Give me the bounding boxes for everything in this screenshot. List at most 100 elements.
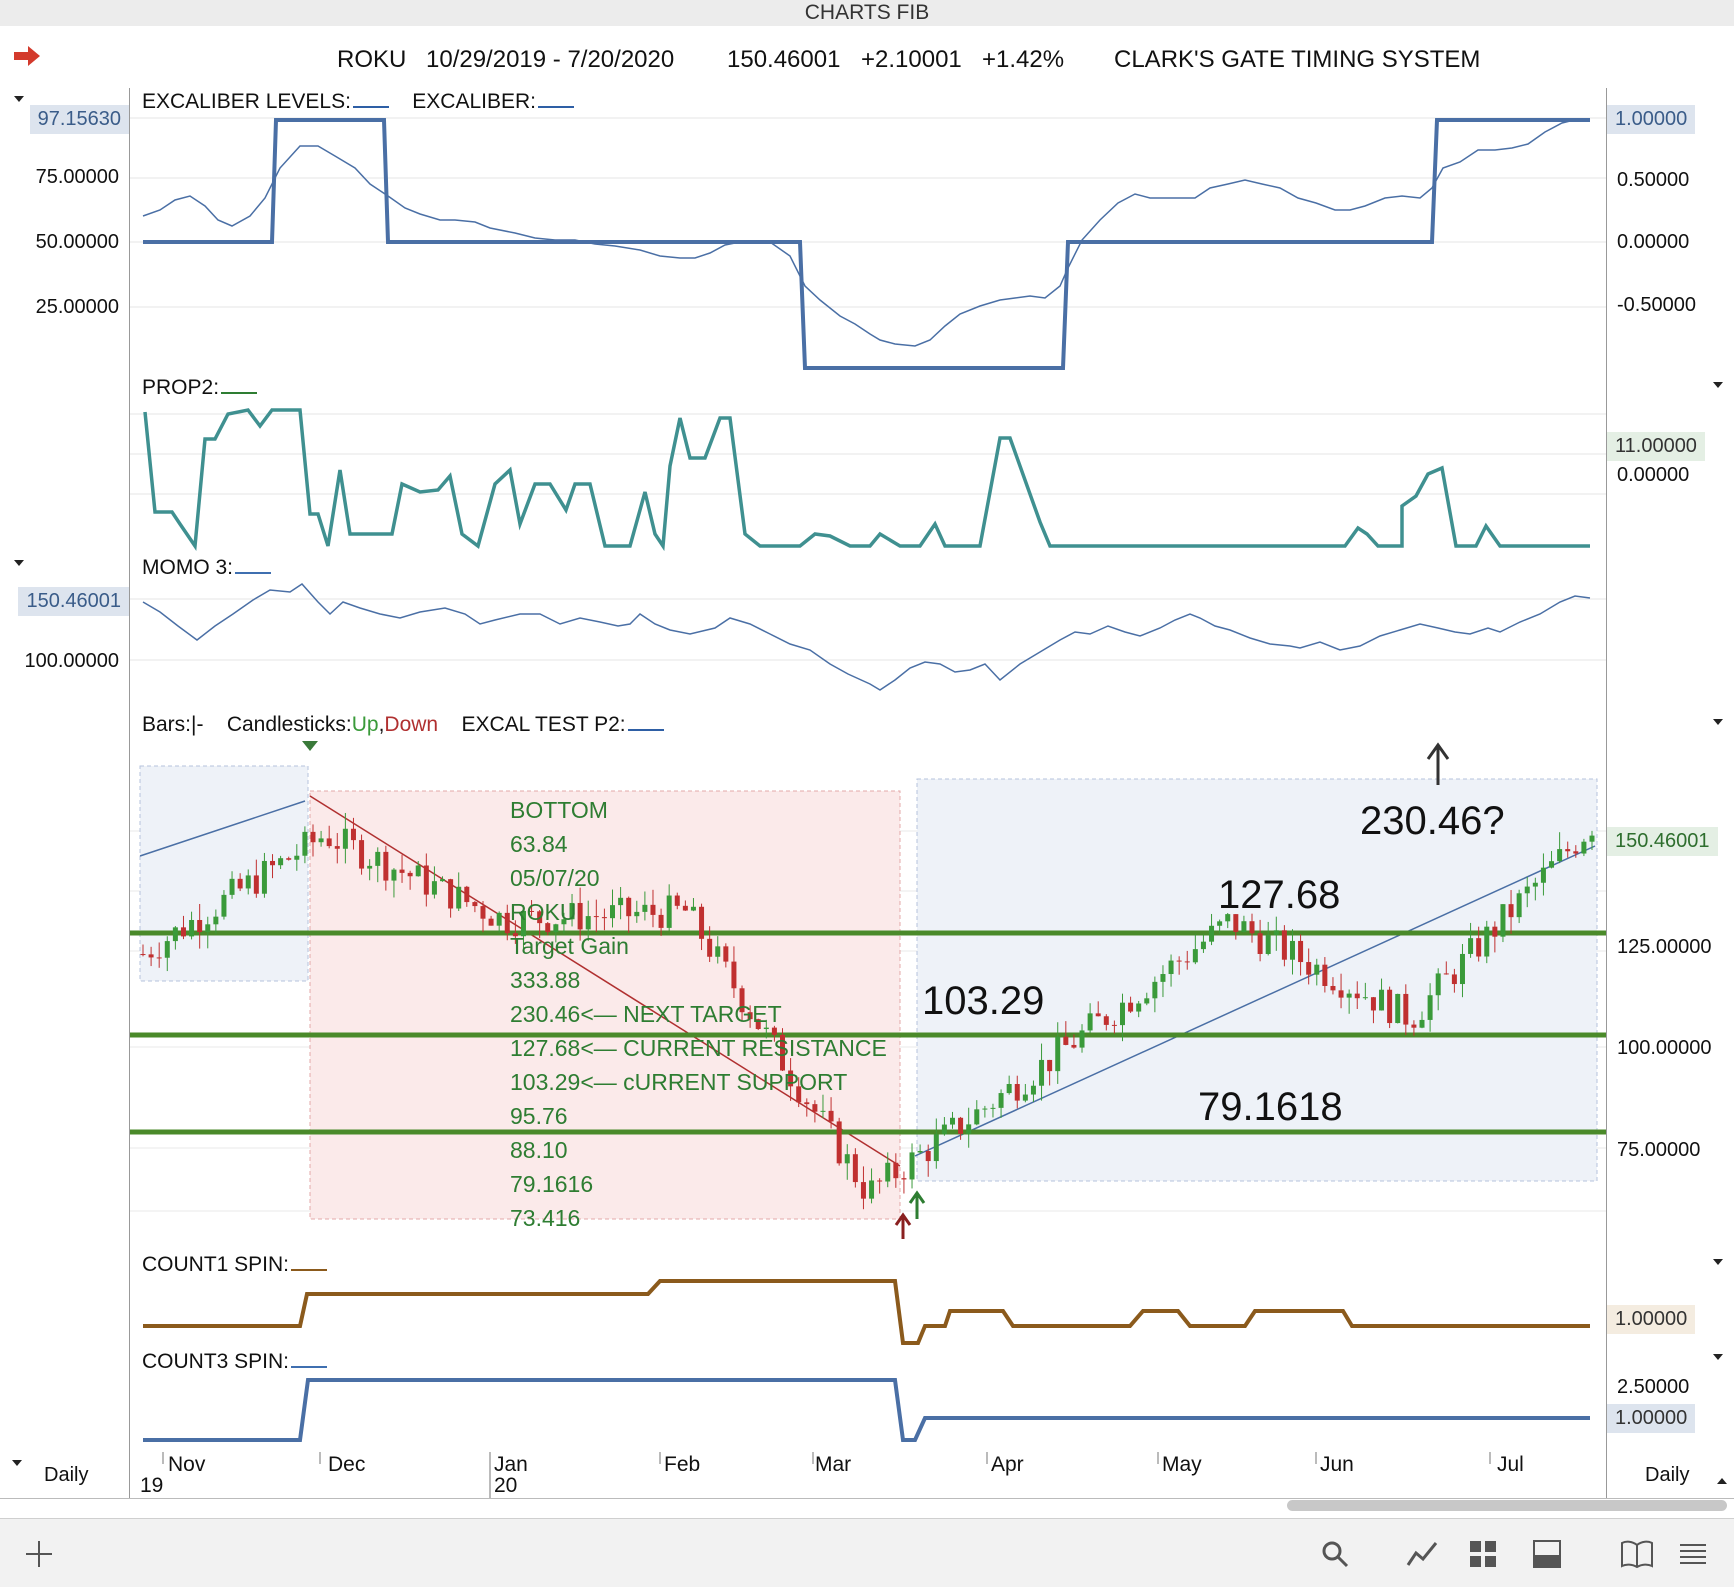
prop2-panel: 11.00000 0.00000 PROP2:: [0, 374, 1734, 555]
candle-up: [1484, 926, 1490, 957]
top-marker-icon: [302, 741, 318, 751]
candle-up: [844, 1154, 850, 1164]
month-label: Nov: [168, 1453, 206, 1476]
axis-menu-icon[interactable]: [1713, 1259, 1723, 1265]
candle-down: [488, 918, 494, 926]
candle-down: [1451, 974, 1457, 985]
candle-up: [1379, 989, 1385, 1011]
candle-down: [731, 961, 737, 989]
candle-down: [1047, 1059, 1053, 1072]
prop2-right-tick: 0.00000: [1617, 464, 1690, 486]
candle-up: [1314, 964, 1320, 975]
price-change-pct: +1.42%: [982, 46, 1065, 73]
candle-up: [949, 1117, 955, 1125]
candle-up: [1192, 949, 1198, 963]
legend-down: Down: [384, 713, 439, 736]
candle-down: [1298, 940, 1304, 963]
fib-item: BOTTOM: [510, 797, 608, 823]
fib-item: 127.68<— CURRENT RESISTANCE: [510, 1035, 887, 1061]
candle-up: [1346, 993, 1352, 998]
candle-down: [877, 1180, 883, 1182]
month-label: Apr: [991, 1453, 1024, 1476]
fib-79-label: 79.1618: [1198, 1085, 1343, 1129]
time-ticks: [162, 1452, 1491, 1498]
count3-label: COUNT3 SPIN:: [142, 1350, 290, 1373]
fib-item: 333.88: [510, 967, 581, 993]
momo3-label: MOMO 3:: [142, 556, 234, 579]
candle-down: [601, 917, 607, 919]
candle-up: [1516, 893, 1522, 918]
legend-bars-symbol: |-: [191, 713, 204, 736]
price-right-axis: 150.46001 125.00000 100.00000 75.00000: [1606, 711, 1734, 1251]
prop2-legend: PROP2:: [142, 376, 258, 400]
candle-down: [699, 906, 705, 939]
count1-panel: 1.00000 COUNT1 SPIN:: [0, 1251, 1734, 1349]
period-right-label[interactable]: Daily: [1645, 1464, 1690, 1486]
count3-legend: COUNT3 SPIN:: [142, 1350, 328, 1374]
candle-down: [383, 851, 389, 881]
search-icon[interactable]: [1320, 1539, 1350, 1569]
candle-down: [1476, 938, 1482, 957]
legend-candlesticks: Candlesticks:: [226, 713, 352, 736]
period-left-label[interactable]: Daily: [44, 1464, 89, 1486]
axis-menu-icon[interactable]: [1713, 382, 1723, 388]
axis-menu-icon[interactable]: [14, 560, 24, 566]
axis-menu-icon[interactable]: [1713, 719, 1723, 725]
month-label: Dec: [328, 1453, 366, 1476]
candle-down: [1387, 989, 1393, 1024]
candle-down: [901, 1178, 907, 1180]
candle-up: [885, 1162, 891, 1182]
candle-up: [189, 919, 195, 937]
candle-up: [1209, 925, 1215, 942]
panel-icon[interactable]: [1532, 1539, 1562, 1569]
candle-down: [407, 872, 413, 877]
count1-line: [143, 1279, 1590, 1345]
book-icon[interactable]: [1620, 1539, 1654, 1569]
candle-up: [553, 924, 559, 933]
axis-menu-icon[interactable]: [14, 96, 24, 102]
plus-icon[interactable]: [24, 1539, 54, 1569]
grid-icon[interactable]: [1468, 1539, 1498, 1569]
month-label: May: [1162, 1453, 1202, 1476]
candle-down: [423, 865, 429, 895]
region-decline: [309, 790, 901, 1220]
candle-up: [1273, 930, 1279, 935]
candle-down: [1184, 961, 1190, 963]
symbol: ROKU: [337, 46, 407, 73]
prop2-right-current: 11.00000: [1607, 432, 1705, 461]
excaliber-right-current: 1.00000: [1607, 105, 1696, 134]
excaliber-label: EXCALIBER:: [412, 90, 536, 113]
candle-up: [1022, 1094, 1028, 1101]
momo3-left-current: 150.46001: [18, 587, 129, 616]
candle-down: [512, 933, 518, 937]
candle-up: [569, 902, 575, 920]
price-right-tick: 75.00000: [1617, 1139, 1701, 1161]
candle-up: [213, 916, 219, 925]
candle-up: [391, 869, 397, 881]
candle-up: [974, 1109, 980, 1125]
fib-item: 230.46<— NEXT TARGET: [510, 1001, 782, 1027]
horizontal-scrollbar[interactable]: [1287, 1500, 1727, 1511]
candle-up: [205, 924, 211, 933]
candle-up: [1006, 1084, 1012, 1094]
price-right-tick: 125.00000: [1617, 936, 1712, 958]
candle-down: [707, 938, 713, 957]
red-arrow-icon[interactable]: [12, 44, 42, 68]
axis-menu-icon[interactable]: [1713, 1354, 1723, 1360]
excaliber-right-tick: 0.50000: [1617, 169, 1690, 191]
menu-icon[interactable]: [1678, 1541, 1708, 1567]
candle-down: [1095, 1013, 1101, 1017]
candle-up: [715, 946, 721, 957]
line-chart-icon[interactable]: [1406, 1539, 1438, 1569]
candle-down: [1322, 964, 1328, 986]
price-change: +2.10001: [861, 46, 962, 73]
candle-down: [958, 1117, 964, 1134]
region-recovery: [916, 778, 1598, 1182]
period-menu-icon[interactable]: [12, 1460, 22, 1466]
candle-down: [1128, 1002, 1134, 1012]
candle-down: [448, 879, 454, 909]
candle-up: [1152, 981, 1158, 999]
candle-up: [561, 919, 567, 925]
excaliber-right-tick: -0.50000: [1617, 294, 1696, 316]
candle-down: [1103, 1016, 1109, 1025]
